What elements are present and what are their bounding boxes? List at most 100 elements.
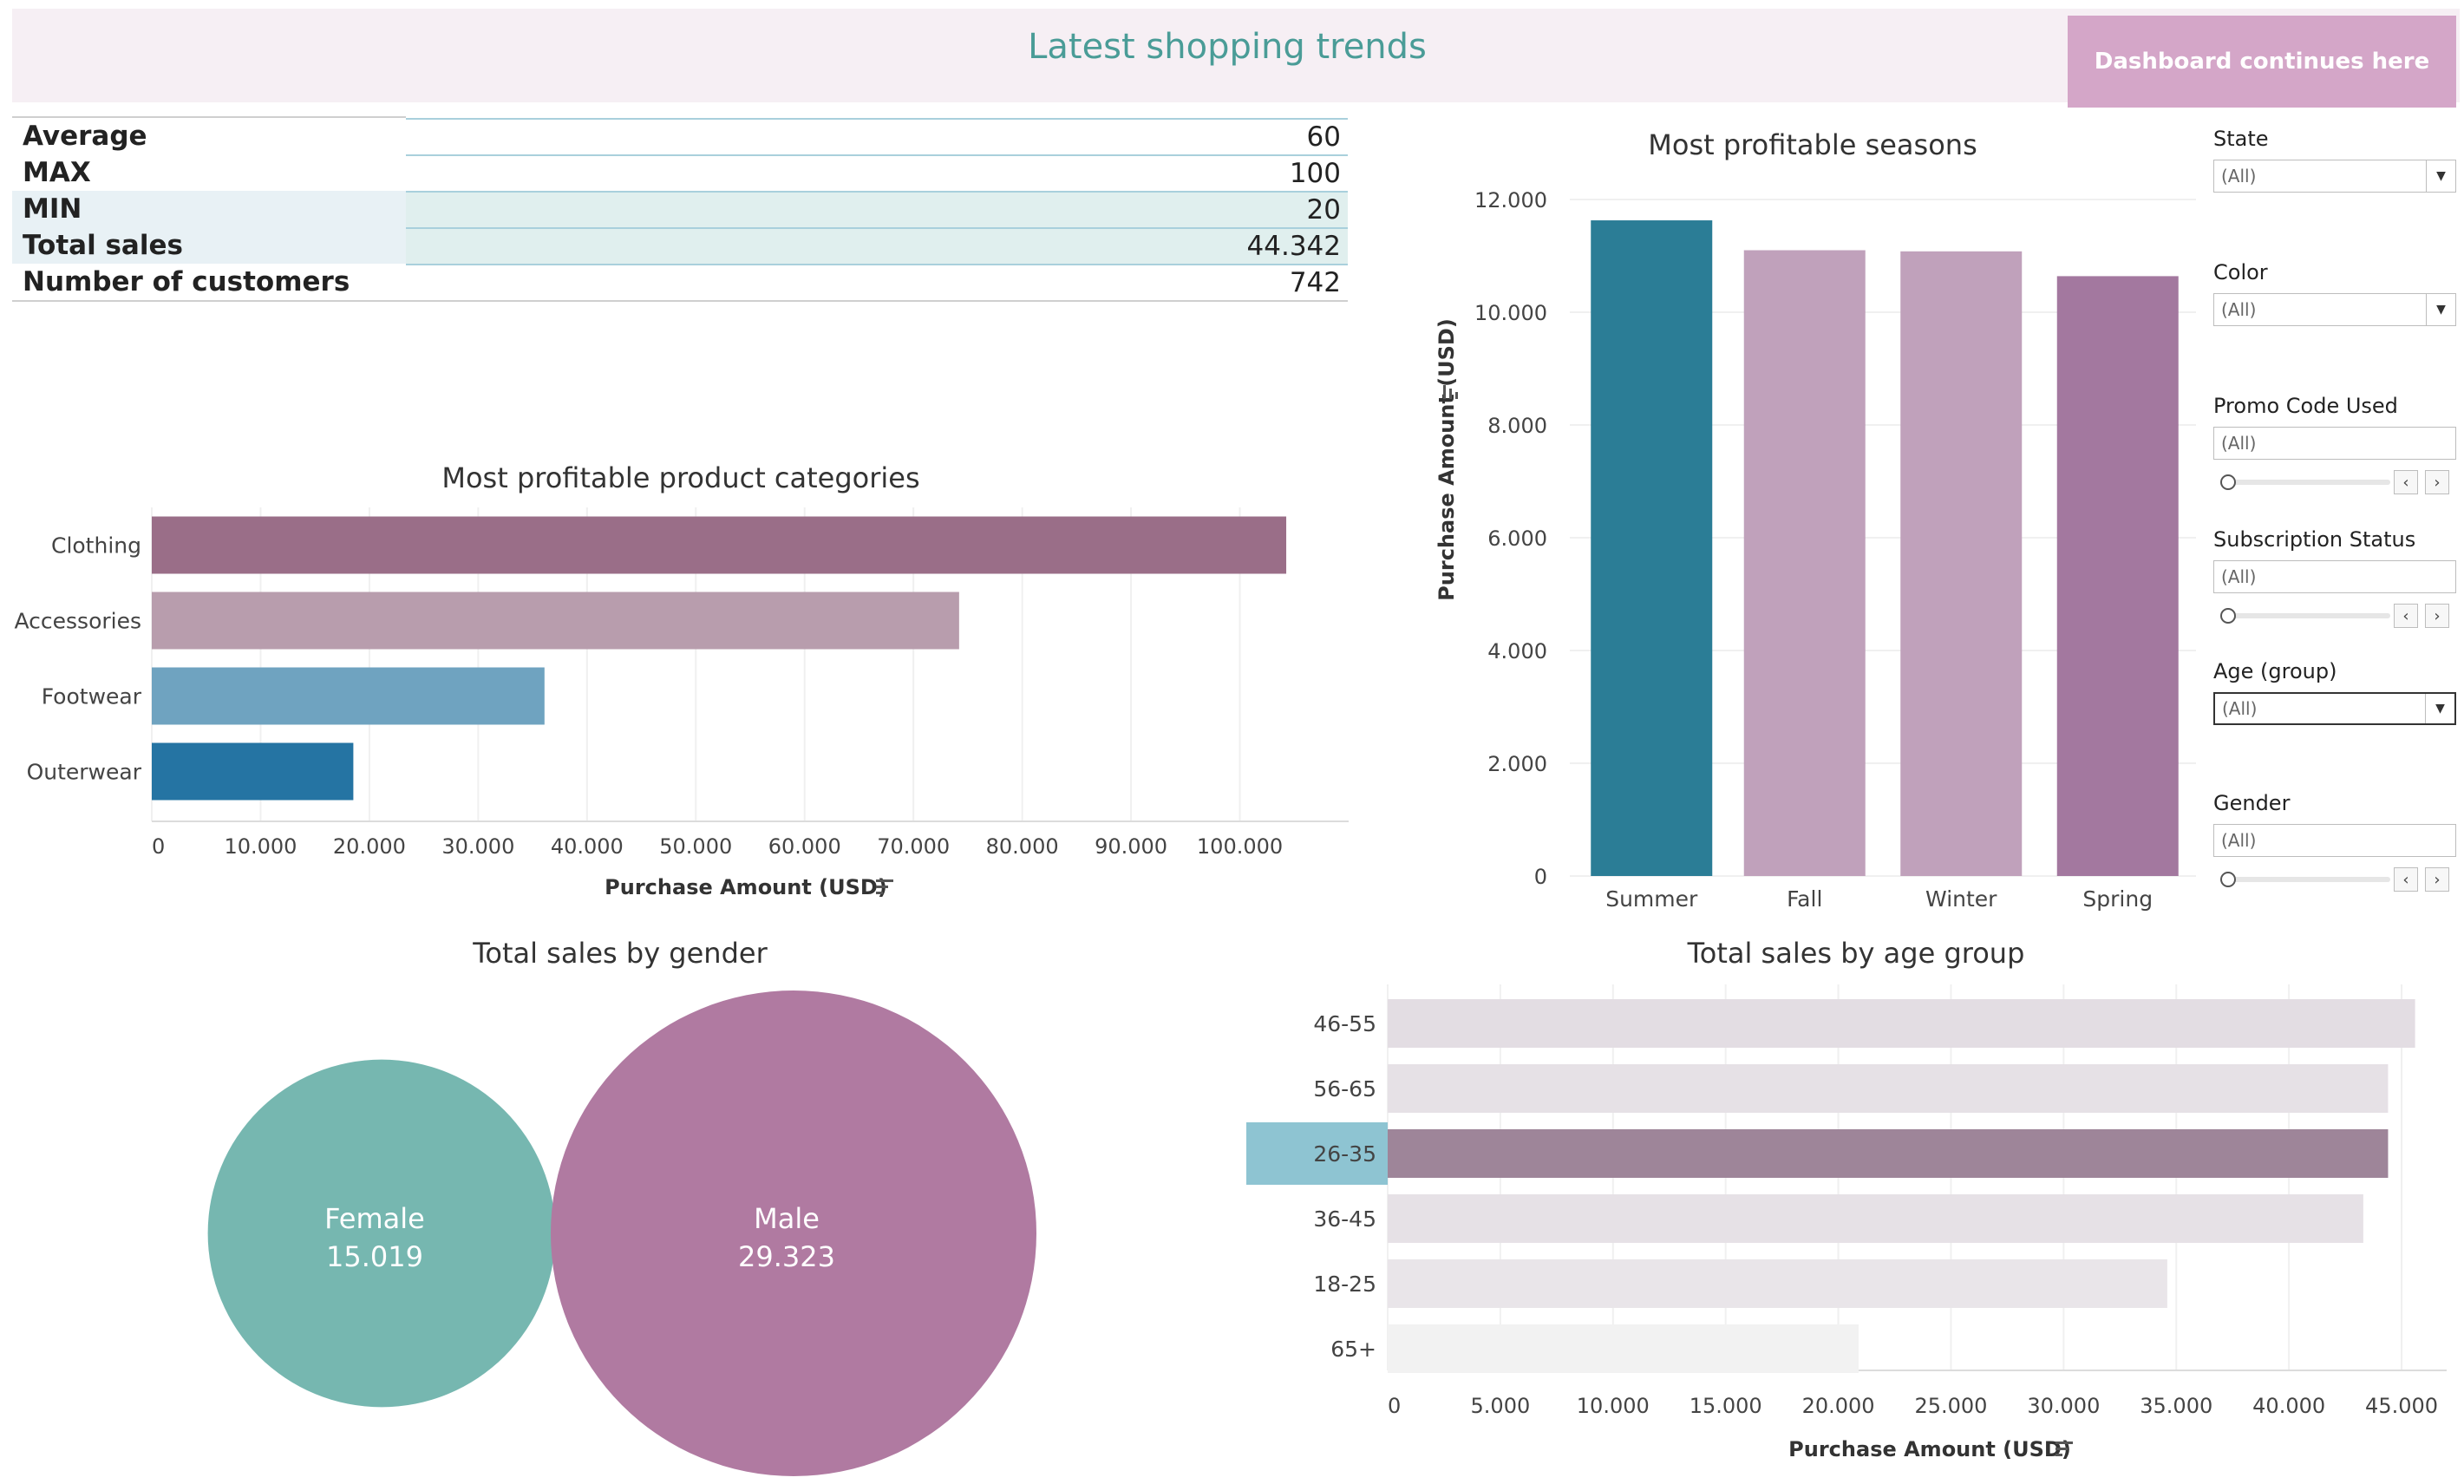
gender-slider[interactable]: ‹ ›: [2213, 864, 2456, 893]
x-axis-title: Purchase Amount (USD): [1788, 1437, 2071, 1461]
sort-icon: [876, 886, 888, 888]
x-tick-label: 60.000: [768, 834, 841, 859]
filter-state: State (All) ▼: [2213, 127, 2456, 193]
seasons-chart-title: Most profitable seasons: [1648, 128, 1977, 161]
x-axis-title: Purchase Amount (USD): [605, 875, 887, 899]
kpi-divider: [12, 116, 406, 118]
sort-icon: [2056, 1454, 2062, 1456]
category-label: Outerwear: [27, 760, 142, 785]
seasons-chart: 0 2.000 4.000 6.000 8.000 10.000 12.000 Summer F…: [1435, 188, 2196, 912]
filter-color: Color (All) ▼: [2213, 260, 2456, 326]
category-label: 36-45: [1313, 1206, 1376, 1232]
chevron-left-icon[interactable]: ‹: [2394, 604, 2418, 628]
highlight-band: [1246, 1122, 1388, 1185]
age-group-dropdown[interactable]: (All) ▼: [2213, 692, 2456, 725]
y-tick-label: 8.000: [1487, 414, 1547, 438]
chevron-down-icon[interactable]: ▼: [2426, 160, 2455, 192]
page-title: Latest shopping trends: [1028, 27, 1427, 67]
y-tick-label: 10.000: [1474, 301, 1547, 325]
filter-label: Age (group): [2213, 659, 2337, 683]
kpi-table: Average 60 MAX 100 MIN 20 Total sales 44…: [12, 116, 1348, 302]
categories-chart: 0 10.000 20.000 30.000 40.000 50.000 60.000 70.…: [14, 507, 1349, 899]
filter-subscription-status: Subscription Status (All) ‹ ›: [2213, 527, 2456, 630]
subscription-status-input[interactable]: (All): [2213, 560, 2456, 593]
chevron-left-icon[interactable]: ‹: [2394, 867, 2418, 892]
bubble-value: 29.323: [738, 1240, 835, 1273]
x-tick-label: 20.000: [333, 834, 406, 859]
promo-code-slider[interactable]: ‹ ›: [2213, 467, 2456, 496]
kpi-label: Average: [23, 121, 147, 152]
gender-input[interactable]: (All): [2213, 824, 2456, 857]
chevron-left-icon[interactable]: ‹: [2394, 470, 2418, 494]
bar: [1743, 250, 1866, 876]
bar: [1900, 251, 2023, 876]
bar: [1388, 999, 2415, 1048]
bubble-label: Female: [324, 1202, 425, 1235]
bar: [1591, 220, 1713, 877]
x-tick-label: 30.000: [441, 834, 514, 859]
kpi-value: 60: [406, 118, 1348, 154]
bubble-label: Male: [754, 1202, 820, 1235]
bar: [1388, 1324, 1859, 1373]
bar: [1388, 1129, 2389, 1178]
slider-track[interactable]: [2225, 877, 2390, 882]
sort-icon: [876, 879, 893, 882]
x-tick-label: 20.000: [1802, 1394, 1875, 1418]
x-tick-label: 40.000: [551, 834, 624, 859]
bar: [2056, 276, 2179, 876]
dropdown-value: (All): [2221, 166, 2257, 186]
gender-chart-title: Total sales by gender: [473, 937, 768, 970]
state-dropdown[interactable]: (All) ▼: [2213, 160, 2456, 193]
chevron-right-icon[interactable]: ›: [2425, 604, 2449, 628]
x-tick-label: 90.000: [1095, 834, 1167, 859]
sort-icon: [1443, 385, 1446, 399]
age-chart: 0 5.000 10.000 15.000 20.000 25.000 30.000 35.0…: [1246, 984, 2447, 1461]
sort-icon: [1449, 389, 1452, 399]
x-tick-label: 10.000: [224, 834, 297, 859]
bar: [152, 516, 1287, 574]
y-tick-label: 2.000: [1487, 752, 1547, 776]
sort-icon: [2056, 1442, 2073, 1444]
age-chart-title: Total sales by age group: [1687, 937, 2025, 970]
kpi-value: 20: [406, 191, 1348, 227]
chevron-down-icon[interactable]: ▼: [2426, 294, 2455, 325]
slider-handle[interactable]: [2220, 474, 2236, 490]
kpi-row-max[interactable]: MAX 100: [12, 154, 1348, 191]
dashboard-header: [12, 9, 2460, 102]
input-value: (All): [2221, 566, 2257, 587]
color-dropdown[interactable]: (All) ▼: [2213, 293, 2456, 326]
kpi-row-customers[interactable]: Number of customers 742: [12, 264, 1348, 300]
subscription-status-slider[interactable]: ‹ ›: [2213, 600, 2456, 630]
dashboard-continues-button[interactable]: Dashboard continues here: [2068, 16, 2456, 108]
bar: [1388, 1194, 2363, 1243]
x-tick-label: 30.000: [2027, 1394, 2100, 1418]
category-label: Summer: [1605, 886, 1698, 912]
kpi-row-average[interactable]: Average 60: [12, 118, 1348, 154]
promo-code-input[interactable]: (All): [2213, 427, 2456, 460]
chevron-right-icon[interactable]: ›: [2425, 470, 2449, 494]
y-axis-title: Purchase Amount (USD): [1435, 318, 1459, 601]
x-tick-label: 80.000: [986, 834, 1059, 859]
x-tick-label: 25.000: [1914, 1394, 1987, 1418]
slider-track[interactable]: [2225, 480, 2390, 485]
kpi-row-total-sales[interactable]: Total sales 44.342: [12, 227, 1348, 264]
gender-chart: Female 15.019 Male 29.323: [207, 990, 1036, 1476]
chevron-right-icon[interactable]: ›: [2425, 867, 2449, 892]
x-tick-label: 45.000: [2365, 1394, 2438, 1418]
kpi-row-min[interactable]: MIN 20: [12, 191, 1348, 227]
slider-handle[interactable]: [2220, 608, 2236, 624]
x-tick-label: 0: [1388, 1394, 1401, 1418]
chevron-down-icon[interactable]: ▼: [2425, 694, 2454, 723]
slider-track[interactable]: [2225, 613, 2390, 618]
bar: [1388, 1259, 2167, 1308]
x-tick-label: 50.000: [659, 834, 732, 859]
filter-label: Subscription Status: [2213, 527, 2416, 552]
x-tick-label: 15.000: [1690, 1394, 1762, 1418]
filter-label: Gender: [2213, 791, 2291, 815]
slider-handle[interactable]: [2220, 872, 2236, 887]
category-label: 18-25: [1313, 1272, 1376, 1297]
category-label: 46-55: [1313, 1011, 1376, 1036]
filter-label: Promo Code Used: [2213, 394, 2398, 418]
bar: [1388, 1064, 2389, 1113]
bar: [152, 742, 354, 801]
